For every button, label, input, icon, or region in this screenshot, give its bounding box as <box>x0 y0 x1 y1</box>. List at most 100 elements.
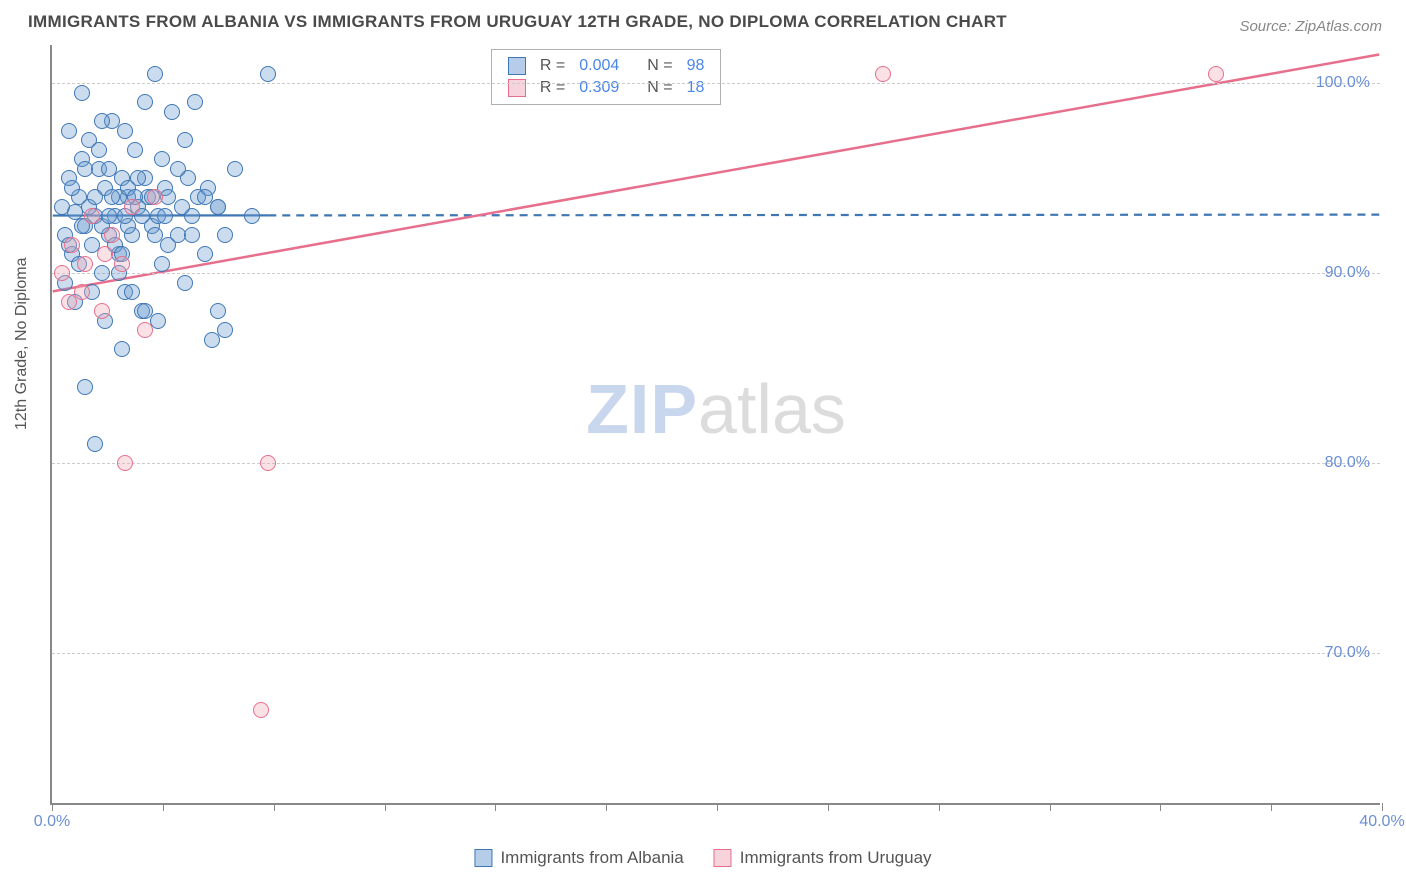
legend-label: Immigrants from Uruguay <box>740 848 932 868</box>
r-label: R = <box>534 78 571 98</box>
data-point <box>147 189 163 205</box>
data-point <box>74 85 90 101</box>
legend-series: Immigrants from Albania Immigrants from U… <box>474 848 931 868</box>
data-point <box>184 227 200 243</box>
n-label: N = <box>641 78 678 98</box>
data-point <box>74 284 90 300</box>
data-point <box>217 227 233 243</box>
chart-title: IMMIGRANTS FROM ALBANIA VS IMMIGRANTS FR… <box>28 12 1007 32</box>
r-value: 0.309 <box>573 78 625 98</box>
data-point <box>147 66 163 82</box>
y-axis-label: 12th Grade, No Diploma <box>13 257 31 430</box>
r-label: R = <box>534 56 571 76</box>
legend-swatch <box>474 849 492 867</box>
data-point <box>87 189 103 205</box>
data-point <box>875 66 891 82</box>
x-tick-mark <box>495 803 496 811</box>
data-point <box>150 313 166 329</box>
y-tick-label: 100.0% <box>1316 74 1370 92</box>
legend-swatch <box>714 849 732 867</box>
y-tick-label: 90.0% <box>1325 264 1370 282</box>
x-tick-mark <box>385 803 386 811</box>
data-point <box>114 341 130 357</box>
data-point <box>94 265 110 281</box>
data-point <box>84 208 100 224</box>
data-point <box>244 208 260 224</box>
y-tick-label: 80.0% <box>1325 454 1370 472</box>
data-point <box>187 94 203 110</box>
x-tick-mark <box>52 803 53 811</box>
data-point <box>147 227 163 243</box>
x-tick-mark <box>274 803 275 811</box>
data-point <box>117 123 133 139</box>
data-point <box>137 94 153 110</box>
x-tick-mark <box>717 803 718 811</box>
data-point <box>260 455 276 471</box>
x-tick-mark <box>606 803 607 811</box>
x-tick-mark <box>163 803 164 811</box>
gridline <box>52 273 1380 274</box>
chart-container: IMMIGRANTS FROM ALBANIA VS IMMIGRANTS FR… <box>0 0 1406 892</box>
x-tick-mark <box>1160 803 1161 811</box>
data-point <box>177 275 193 291</box>
x-tick-mark <box>939 803 940 811</box>
data-point <box>61 294 77 310</box>
legend-item: Immigrants from Albania <box>474 848 683 868</box>
data-point <box>124 284 140 300</box>
gridline <box>52 653 1380 654</box>
n-value: 18 <box>681 78 711 98</box>
source-label: Source: ZipAtlas.com <box>1239 18 1382 35</box>
trend-lines <box>52 45 1380 803</box>
data-point <box>174 199 190 215</box>
data-point <box>94 303 110 319</box>
data-point <box>127 142 143 158</box>
data-point <box>227 161 243 177</box>
data-point <box>117 455 133 471</box>
data-point <box>154 256 170 272</box>
plot-area: ZIPatlas R = 0.004 N = 98 R = 0.309 N = … <box>50 45 1380 805</box>
data-point <box>77 256 93 272</box>
legend-item: Immigrants from Uruguay <box>714 848 932 868</box>
data-point <box>253 702 269 718</box>
x-tick-mark <box>1271 803 1272 811</box>
data-point <box>164 104 180 120</box>
data-point <box>91 142 107 158</box>
data-point <box>97 246 113 262</box>
data-point <box>104 189 120 205</box>
data-point <box>104 227 120 243</box>
data-point <box>77 379 93 395</box>
data-point <box>124 199 140 215</box>
x-tick-mark <box>1382 803 1383 811</box>
data-point <box>177 132 193 148</box>
data-point <box>137 322 153 338</box>
data-point <box>157 208 173 224</box>
data-point <box>154 151 170 167</box>
data-point <box>101 161 117 177</box>
legend-stats: R = 0.004 N = 98 R = 0.309 N = 18 <box>491 49 722 105</box>
data-point <box>197 246 213 262</box>
legend-label: Immigrants from Albania <box>500 848 683 868</box>
data-point <box>114 256 130 272</box>
data-point <box>64 237 80 253</box>
legend-stat-row: R = 0.004 N = 98 <box>502 56 711 76</box>
data-point <box>64 180 80 196</box>
data-point <box>77 161 93 177</box>
gridline <box>52 463 1380 464</box>
data-point <box>94 113 110 129</box>
legend-stat-row: R = 0.309 N = 18 <box>502 78 711 98</box>
data-point <box>1208 66 1224 82</box>
r-value: 0.004 <box>573 56 625 76</box>
n-label: N = <box>641 56 678 76</box>
x-tick-label: 0.0% <box>34 813 70 831</box>
x-tick-mark <box>828 803 829 811</box>
data-point <box>170 161 186 177</box>
data-point <box>260 66 276 82</box>
x-tick-mark <box>1050 803 1051 811</box>
data-point <box>54 265 70 281</box>
data-point <box>87 436 103 452</box>
data-point <box>160 237 176 253</box>
data-point <box>210 303 226 319</box>
n-value: 98 <box>681 56 711 76</box>
data-point <box>101 208 117 224</box>
data-point <box>210 199 226 215</box>
